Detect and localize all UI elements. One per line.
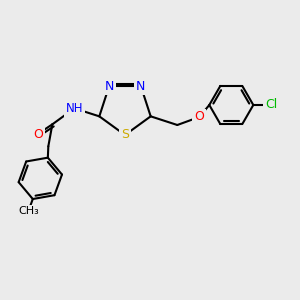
Text: S: S — [121, 128, 129, 142]
Text: N: N — [136, 80, 146, 93]
Text: O: O — [194, 110, 204, 124]
Text: N: N — [104, 80, 114, 93]
Text: Cl: Cl — [265, 98, 278, 112]
Text: O: O — [33, 128, 43, 141]
Text: CH₃: CH₃ — [19, 206, 39, 216]
Text: NH: NH — [66, 102, 83, 115]
